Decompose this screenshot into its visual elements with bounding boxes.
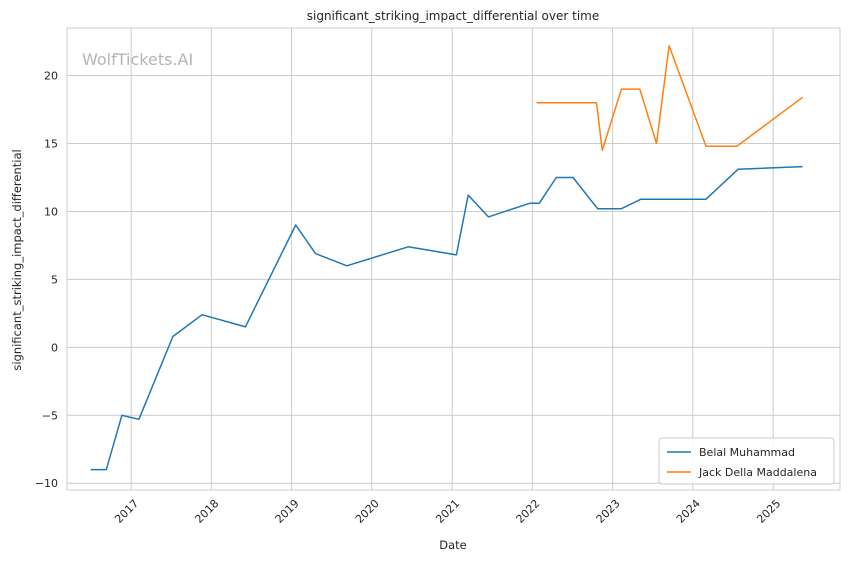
y-tick-label-0: −10 bbox=[35, 477, 58, 490]
legend: Belal Muhammad Jack Della Maddalena bbox=[658, 437, 835, 485]
legend-box bbox=[658, 437, 835, 485]
series bbox=[90, 44, 804, 471]
legend-label-belal: Belal Muhammad bbox=[699, 446, 795, 459]
y-tick-label-2: 0 bbox=[51, 341, 58, 354]
series-line-0 bbox=[90, 165, 803, 471]
y-axis-ticks: −10 −5 0 5 10 15 20 bbox=[35, 70, 58, 491]
plot-area-border bbox=[66, 27, 841, 491]
series-line-1 bbox=[536, 44, 804, 152]
y-tick-label-4: 10 bbox=[44, 205, 58, 218]
legend-label-jack: Jack Della Maddalena bbox=[698, 466, 817, 479]
watermark: WolfTickets.AI bbox=[82, 50, 193, 69]
y-axis-label: significant_striking_impact_differential bbox=[10, 149, 24, 370]
y-tick-label-6: 20 bbox=[44, 70, 58, 83]
y-tick-label-3: 5 bbox=[51, 273, 58, 286]
y-tick-label-1: −5 bbox=[42, 409, 58, 422]
x-axis-ticks: 2017 2018 2019 2020 2021 2022 2023 2024 2025 bbox=[112, 497, 783, 526]
x-axis-label: Date bbox=[439, 538, 467, 552]
y-tick-label-5: 15 bbox=[44, 138, 58, 151]
chart-title: significant_striking_impact_differential… bbox=[307, 9, 599, 23]
